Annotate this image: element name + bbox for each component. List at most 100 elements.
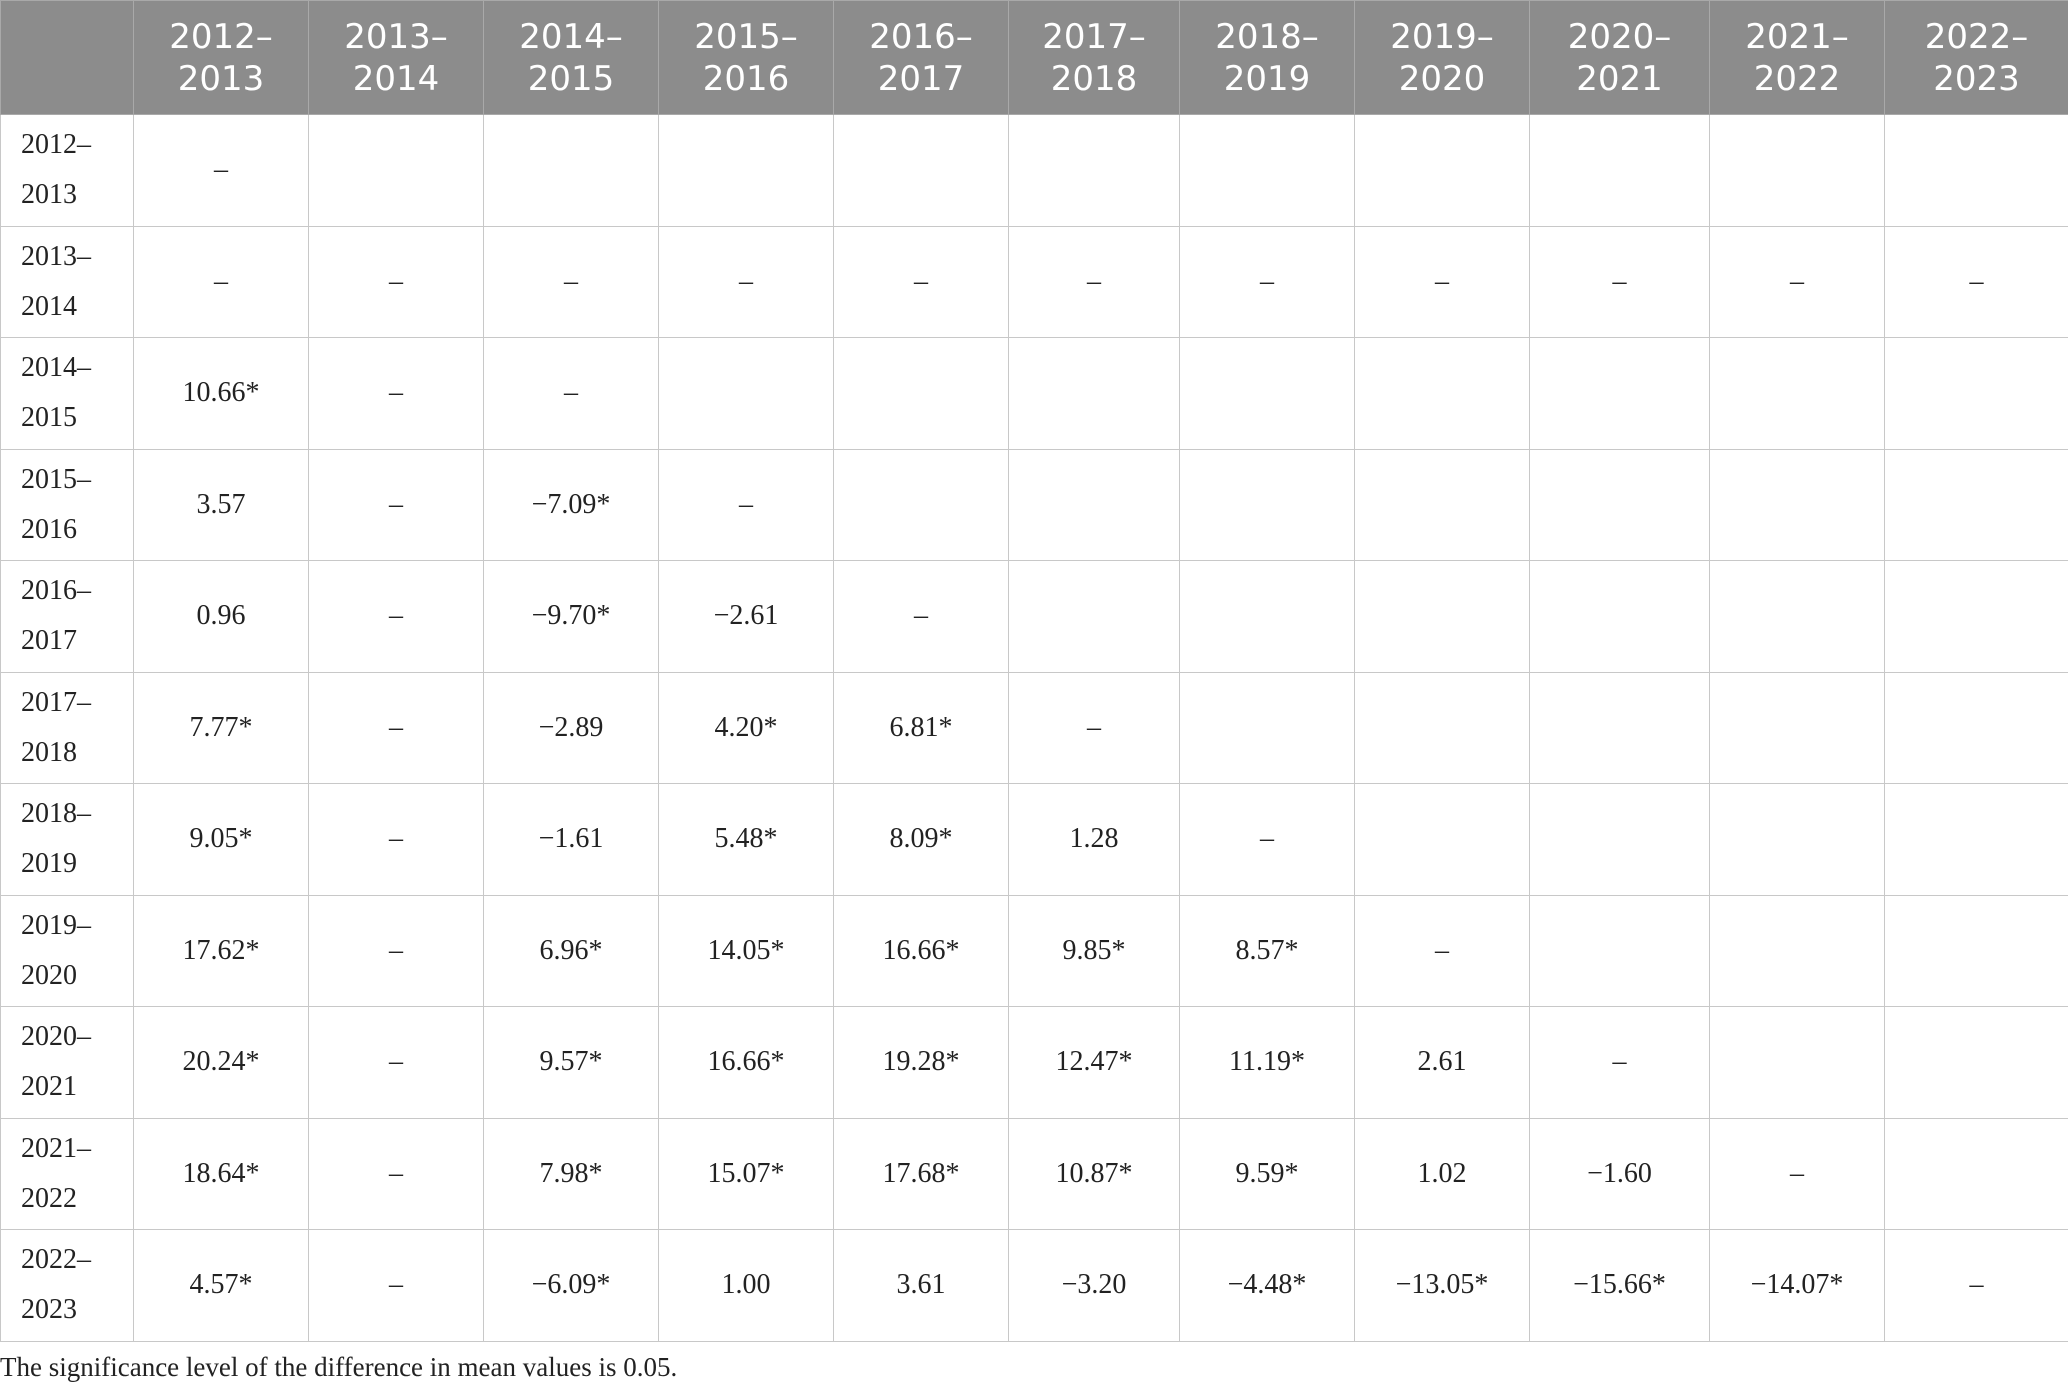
table-cell: −3.20: [1008, 1229, 1180, 1342]
row-header-line: 2014: [21, 290, 77, 322]
table-cell: –: [308, 1229, 484, 1342]
table-cell: –: [1709, 225, 1885, 338]
table-cell: –: [833, 560, 1009, 673]
table-cell: −13.05*: [1354, 1229, 1530, 1342]
column-header-line: 2021–: [1745, 16, 1849, 57]
table-cell: [658, 337, 834, 450]
table-cell: 11.19*: [1179, 1006, 1355, 1119]
table-cell: [1179, 114, 1355, 227]
column-header-line: 2019: [1223, 58, 1311, 99]
column-header-line: 2013: [177, 58, 265, 99]
table-cell: –: [308, 225, 484, 338]
table-cell: [1709, 894, 1885, 1007]
table-cell: [1008, 114, 1180, 227]
table-cell: –: [1354, 894, 1530, 1007]
row-header-line: 2022–: [21, 1244, 91, 1276]
column-header: 2016– 2017: [833, 0, 1009, 115]
row-header: 2015– 2016: [0, 448, 134, 561]
table-cell: 7.98*: [483, 1117, 659, 1230]
column-header-line: 2015–: [694, 16, 798, 57]
table-cell: –: [308, 783, 484, 896]
table-cell: 6.96*: [483, 894, 659, 1007]
row-header-line: 2013–: [21, 240, 91, 272]
column-header: 2013– 2014: [308, 0, 484, 115]
table-cell: –: [1529, 225, 1710, 338]
table-cell: [1354, 114, 1530, 227]
column-header: 2018– 2019: [1179, 0, 1355, 115]
column-header-line: 2019–: [1390, 16, 1494, 57]
table-cell: [1179, 671, 1355, 784]
table-cell: [1008, 560, 1180, 673]
row-header: 2021– 2022: [0, 1117, 134, 1230]
table-cell: −2.61: [658, 560, 834, 673]
table-cell: 8.57*: [1179, 894, 1355, 1007]
column-header: 2019– 2020: [1354, 0, 1530, 115]
table-cell: 4.57*: [133, 1229, 309, 1342]
table-cell: [833, 448, 1009, 561]
table-cell: 16.66*: [658, 1006, 834, 1119]
table-cell: [833, 114, 1009, 227]
table-cell: −2.89: [483, 671, 659, 784]
table-cell: 1.00: [658, 1229, 834, 1342]
table-cell: 14.05*: [658, 894, 834, 1007]
table-cell: [1884, 1117, 2068, 1230]
table-cell: [1529, 671, 1710, 784]
table-row: 2015– 2016 3.57– −7.09* –: [0, 448, 2068, 561]
table-cell: [1529, 560, 1710, 673]
table-cell: [1884, 783, 2068, 896]
table-cell: [1529, 783, 1710, 896]
table-cell: –: [1354, 225, 1530, 338]
table-cell: [1354, 337, 1530, 450]
table-cell: [1179, 560, 1355, 673]
table-cell: –: [133, 225, 309, 338]
table-cell: [1884, 894, 2068, 1007]
table-cell: –: [308, 1117, 484, 1230]
table-cell: [1884, 337, 2068, 450]
header-corner-cell: [0, 0, 134, 115]
table-cell: –: [308, 337, 484, 450]
table-cell: [1709, 560, 1885, 673]
column-header-line: 2014–: [519, 16, 623, 57]
row-header: 2020– 2021: [0, 1006, 134, 1119]
row-header: 2014– 2015: [0, 337, 134, 450]
table-cell: −6.09*: [483, 1229, 659, 1342]
table-cell: –: [658, 448, 834, 561]
table-row: 2017– 2018 7.77* – −2.89 4.20* 6.81* –: [0, 671, 2068, 784]
table-cell: –: [833, 225, 1009, 338]
row-header-line: 2021–: [21, 1132, 91, 1164]
table-cell: 1.02: [1354, 1117, 1530, 1230]
table-cell: [483, 114, 659, 227]
row-header-line: 2017: [21, 625, 77, 657]
row-header: 2019– 2020: [0, 894, 134, 1007]
table-cell: [1354, 448, 1530, 561]
table-cell: [1709, 337, 1885, 450]
column-header-line: 2016: [702, 58, 790, 99]
table-cell: −1.61: [483, 783, 659, 896]
column-header-line: 2020: [1398, 58, 1486, 99]
table-cell: 5.48*: [658, 783, 834, 896]
table-cell: 20.24*: [133, 1006, 309, 1119]
column-header-line: 2021: [1576, 58, 1663, 99]
table-cell: –: [1884, 225, 2068, 338]
table-cell: 17.62*: [133, 894, 309, 1007]
row-header-line: 2016–: [21, 575, 91, 607]
table-cell: [658, 114, 834, 227]
table-cell: 2.61: [1354, 1006, 1530, 1119]
table-cell: 16.66*: [833, 894, 1009, 1007]
column-header: 2015– 2016: [658, 0, 834, 115]
column-header-line: 2020–: [1567, 16, 1672, 57]
table-cell: [1354, 671, 1530, 784]
row-header-line: 2019: [21, 848, 77, 880]
mean-difference-table: 2012– 2013 2013– 2014 2014– 2015 2015– 2016 2016…: [0, 0, 2068, 1342]
table-cell: 18.64*: [133, 1117, 309, 1230]
table-cell: –: [308, 448, 484, 561]
column-header-line: 2017: [877, 58, 965, 99]
row-header-line: 2020–: [21, 1021, 91, 1053]
table-cell: 3.57: [133, 448, 309, 561]
table-cell: 10.87*: [1008, 1117, 1180, 1230]
row-header-line: 2012–: [21, 129, 91, 161]
table-cell: 9.05*: [133, 783, 309, 896]
table-cell: −1.60: [1529, 1117, 1710, 1230]
row-header-line: 2019–: [21, 909, 91, 941]
table-cell: [1709, 671, 1885, 784]
